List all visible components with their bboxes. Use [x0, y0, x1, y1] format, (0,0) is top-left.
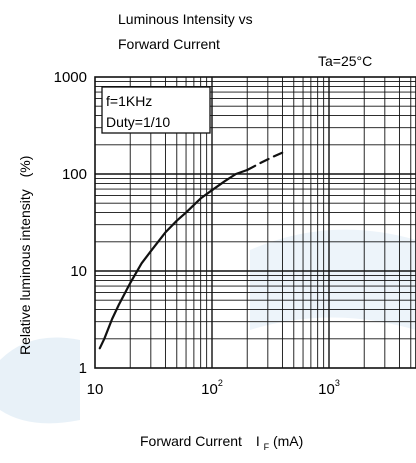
y-tick-label: 100 [62, 166, 87, 183]
plot-frame [94, 76, 416, 369]
y-axis-unit: (%) [17, 156, 33, 178]
x-tick-base: 10 [318, 381, 335, 398]
y-tick-label: 1000 [54, 69, 87, 86]
x-tick-base: 10 [87, 381, 104, 398]
inset-line-frequency: f=1KHz [106, 93, 152, 109]
x-axis-label: Forward Current I F (mA) [140, 433, 303, 453]
x-axis-label-text: Forward Current [140, 433, 242, 449]
grid [95, 77, 416, 368]
watermark-shape [250, 229, 416, 330]
x-axis-symbol: I [256, 433, 260, 449]
series-line-solid [98, 168, 249, 350]
x-axis-unit: (mA) [273, 433, 303, 449]
series-layer [98, 150, 286, 350]
series-line-dashed [246, 150, 286, 172]
inset-box: f=1KHz Duty=1/10 [101, 86, 211, 134]
y-axis-label: Relative luminous intensity (%) [17, 156, 33, 355]
y-tick-label: 1 [79, 360, 87, 377]
x-tick-exponent: 3 [335, 378, 340, 388]
condition-label: Ta=25°C [318, 53, 372, 69]
y-tick-label: 10 [70, 263, 87, 280]
x-tick-base: 10 [201, 381, 218, 398]
x-tick-label: 103 [318, 378, 340, 398]
watermark [0, 229, 416, 424]
chart-title-line-1: Luminous Intensity vs [118, 11, 253, 27]
inset-line-duty: Duty=1/10 [106, 114, 170, 130]
x-tick-exponent: 2 [218, 378, 223, 388]
x-tick-label: 102 [201, 378, 223, 398]
chart-title-line-2: Forward Current [118, 36, 220, 52]
y-axis-label-text: Relative luminous intensity [17, 189, 33, 355]
x-axis-subscript: F [264, 442, 270, 452]
watermark-shape [0, 337, 80, 424]
x-tick-label: 10 [87, 381, 104, 398]
